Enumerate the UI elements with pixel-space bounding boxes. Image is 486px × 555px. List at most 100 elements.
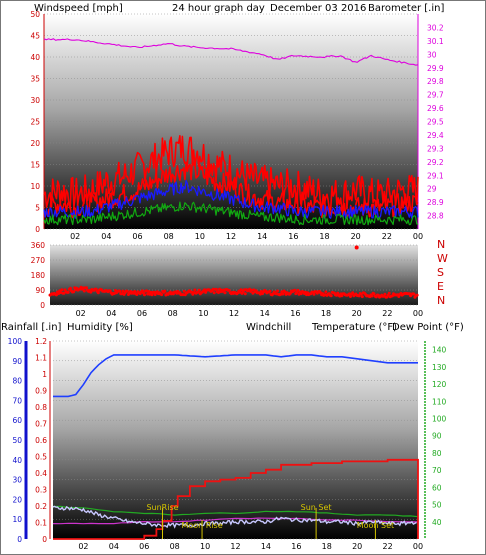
barometer-tick-label: 30 [427, 50, 437, 59]
direction-x-tick: 20 [352, 309, 362, 318]
barometer-tick-label: 30.2 [427, 23, 444, 32]
rain-x-tick: 18 [322, 542, 332, 551]
wind-tick-label: 20 [30, 139, 40, 148]
rain-x-tick: 12 [230, 542, 240, 551]
rainfall-tick-label: 0.8 [35, 403, 47, 412]
direction-panel-marks [48, 245, 419, 299]
direction-point [293, 288, 297, 292]
direction-x-tick: 08 [168, 309, 178, 318]
temperature-tick-label: 120 [432, 380, 447, 389]
direction-point [412, 292, 416, 296]
sun-event-label: SunRise [146, 503, 178, 512]
temperature-axis-title: Temperature (°F) [311, 322, 397, 333]
moon-event-label: Moon Set [357, 521, 394, 530]
humidity-tick-label: 50 [12, 436, 22, 445]
rain-panel-axes: 010203040506070809010000.10.20.30.40.50.… [8, 337, 447, 551]
direction-point [66, 290, 70, 294]
direction-point [251, 291, 255, 295]
direction-point [72, 290, 76, 294]
wind-x-tick: 04 [101, 232, 111, 241]
rain-x-tick: 14 [261, 542, 271, 551]
direction-point [85, 286, 88, 290]
humidity-line [53, 354, 418, 398]
wind-x-tick: 22 [382, 232, 392, 241]
direction-point [223, 291, 227, 295]
direction-x-tick: 22 [382, 309, 392, 318]
rainfall-tick-label: 0.3 [35, 486, 47, 495]
humidity-tick-label: 60 [12, 416, 22, 425]
direction-point [227, 288, 231, 292]
rain-x-tick: 16 [291, 542, 301, 551]
direction-point [193, 288, 197, 292]
wind-x-tick: 20 [351, 232, 361, 241]
moon-event-label: Moon Rise [181, 521, 222, 530]
compass-label: S [437, 266, 444, 279]
barometer-axis-title: Barometer [.in] [368, 3, 444, 14]
barometer-tick-label: 29.6 [427, 104, 444, 113]
humidity-tick-label: 80 [12, 377, 22, 386]
temperature-tick-label: 70 [432, 466, 442, 475]
direction-point [415, 293, 419, 297]
wind-tick-label: 45 [30, 32, 40, 41]
rain-x-tick: 00 [413, 542, 423, 551]
wind-x-tick: 00 [413, 232, 423, 241]
direction-point [281, 292, 285, 296]
direction-x-tick: 16 [290, 309, 300, 318]
barometer-tick-label: 29 [427, 185, 437, 194]
wind-tick-label: 0 [35, 225, 40, 234]
direction-point [135, 293, 139, 296]
direction-panel-grid [50, 244, 418, 306]
wind-tick-label: 5 [35, 204, 40, 213]
rainfall-tick-label: 0.2 [35, 502, 47, 511]
direction-x-tick: 06 [137, 309, 147, 318]
compass-label: N [437, 238, 445, 251]
direction-tick-label: 90 [35, 286, 45, 295]
direction-point [360, 295, 364, 299]
humidity-tick-label: 0 [17, 535, 22, 544]
direction-point [54, 293, 58, 297]
wind-x-tick: 18 [319, 232, 329, 241]
barometer-tick-label: 30.1 [427, 37, 444, 46]
wind-tick-label: 40 [30, 53, 40, 62]
direction-point [82, 289, 86, 293]
wind-tick-label: 50 [30, 10, 40, 19]
chart-date: December 03 2016 [270, 3, 366, 14]
rainfall-tick-label: 1.1 [35, 354, 47, 363]
direction-point [268, 289, 272, 293]
direction-point [96, 291, 100, 295]
direction-point [212, 291, 216, 295]
direction-x-tick: 00 [413, 309, 423, 318]
sun-moon-events: SunRise Sun Set Moon Rise Moon Set [146, 503, 394, 539]
direction-point [387, 291, 391, 295]
chart-title: 24 hour graph day [172, 3, 265, 14]
direction-point [197, 288, 201, 292]
wind-x-tick: 16 [288, 232, 298, 241]
humidity-tick-label: 10 [12, 515, 22, 524]
temperature-tick-label: 80 [432, 449, 442, 458]
compass-label: N [437, 294, 445, 307]
direction-point [160, 293, 164, 297]
direction-point [118, 289, 122, 293]
wind-x-tick: 06 [132, 232, 142, 241]
direction-x-tick: 14 [260, 309, 270, 318]
wind-panel-grid [44, 13, 418, 230]
direction-point [372, 292, 376, 296]
rain-x-tick: 10 [200, 542, 210, 551]
direction-point [370, 294, 374, 298]
wind-x-tick: 08 [164, 232, 174, 241]
temperature-line [52, 505, 419, 518]
humidity-tick-label: 90 [12, 357, 22, 366]
barometer-tick-label: 29.3 [427, 144, 444, 153]
direction-point [312, 292, 316, 296]
direction-point [68, 286, 72, 290]
direction-x-tick: 10 [198, 309, 208, 318]
barometer-tick-label: 29.7 [427, 91, 444, 100]
temperature-tick-label: 130 [432, 363, 447, 372]
barometer-tick-label: 28.9 [427, 198, 444, 207]
direction-point [60, 288, 64, 292]
rainfall-tick-label: 1 [42, 370, 47, 379]
dewpoint-axis-title: Dew Point (°F) [392, 322, 464, 333]
direction-x-tick: 12 [229, 309, 239, 318]
dewpoint-line [52, 517, 419, 525]
